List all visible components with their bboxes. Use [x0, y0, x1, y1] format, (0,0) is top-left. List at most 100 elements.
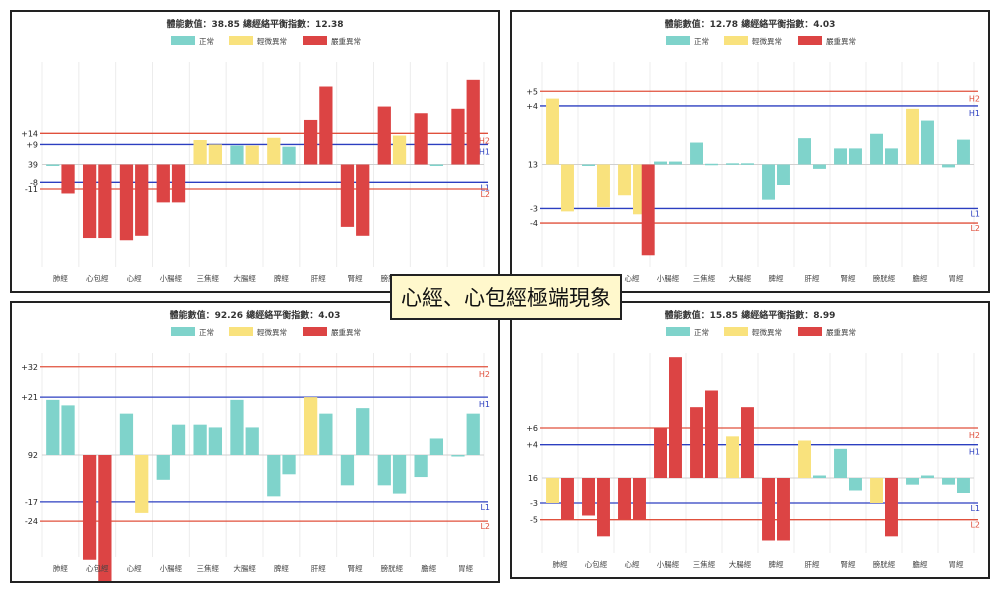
- ref-tick-label: -24: [25, 517, 38, 526]
- bar: [340, 455, 355, 486]
- ref-name-label: L1: [970, 209, 980, 218]
- bar: [726, 163, 739, 165]
- category-label: 小腸經: [160, 273, 183, 283]
- category-label: 肝經: [311, 273, 326, 283]
- category-label: 肝經: [311, 563, 326, 573]
- bar: [561, 478, 574, 520]
- bar: [942, 164, 955, 168]
- bar: [267, 455, 281, 497]
- bar: [957, 139, 970, 165]
- bar: [690, 407, 703, 478]
- bar: [356, 164, 370, 236]
- bar: [46, 399, 60, 455]
- legend-swatch: [724, 327, 748, 336]
- bar: [193, 139, 207, 165]
- category-label: 膀胱經: [873, 559, 896, 569]
- bar: [208, 427, 223, 455]
- bar: [135, 164, 149, 236]
- bar: [319, 86, 333, 165]
- category-label: 心經: [625, 559, 640, 569]
- ref-name-label: L1: [970, 504, 980, 513]
- category-label: 三焦經: [197, 273, 220, 283]
- ref-name-label: L2: [480, 190, 490, 199]
- bar: [451, 455, 465, 457]
- bar: [885, 148, 898, 165]
- category-label: 心包經: [86, 563, 109, 573]
- category-label: 小腸經: [160, 563, 183, 573]
- category-label: 肺經: [53, 273, 68, 283]
- bar: [705, 163, 718, 166]
- legend-label: 正常: [199, 37, 214, 46]
- bar: [156, 455, 170, 480]
- bar: [669, 161, 682, 165]
- bar: [885, 478, 898, 537]
- bar: [906, 478, 919, 485]
- bar: [597, 478, 610, 537]
- bar: [319, 413, 333, 455]
- bar: [98, 164, 112, 239]
- category-label: 胃經: [949, 559, 964, 569]
- ref-name-label: H2: [969, 431, 980, 440]
- bar: [813, 164, 826, 169]
- legend-label: 嚴重異常: [826, 37, 856, 46]
- bar: [942, 478, 955, 485]
- ref-name-label: L2: [970, 521, 980, 530]
- chart-title: 體能數值：92.26 總經絡平衡指數：4.03: [170, 309, 341, 321]
- ref-tick-label: +5: [526, 87, 538, 96]
- category-label: 脾經: [274, 563, 289, 573]
- chart-svg-1: 體能數值：38.85 總經絡平衡指數：12.38 正常 輕微異常 嚴重異常 39 +14 H…: [21, 18, 490, 283]
- bar: [654, 428, 667, 478]
- bar: [741, 163, 754, 165]
- bar: [46, 164, 60, 166]
- ref-tick-label: +14: [21, 129, 38, 138]
- category-label: 心經: [625, 273, 640, 283]
- bar: [921, 475, 934, 478]
- category-label: 小腸經: [657, 273, 680, 283]
- bar: [98, 455, 112, 581]
- bar: [777, 164, 790, 185]
- chart-panel-3: 體能數值：92.26 總經絡平衡指數：4.03 正常 輕微異常 嚴重異常 92 +32 H2…: [10, 301, 500, 583]
- ref-tick-label: +6: [526, 424, 538, 433]
- category-label: 三焦經: [693, 559, 716, 569]
- category-label: 肝經: [805, 273, 820, 283]
- bar: [193, 424, 207, 455]
- ref-name-label: H2: [479, 136, 490, 145]
- bar: [921, 120, 934, 165]
- legend-label: 正常: [199, 328, 214, 337]
- legend-label: 正常: [694, 328, 709, 337]
- category-label: 大腸經: [729, 559, 752, 569]
- center-label: 39: [28, 161, 38, 170]
- legend-label: 正常: [694, 37, 709, 46]
- bar: [849, 148, 862, 165]
- ref-name-label: H1: [969, 109, 980, 118]
- legend-swatch: [171, 327, 195, 336]
- legend-swatch: [229, 327, 253, 336]
- bar: [762, 164, 775, 200]
- bar: [267, 137, 281, 165]
- category-label: 胃經: [949, 273, 964, 283]
- legend-swatch: [798, 36, 822, 45]
- bar: [303, 119, 318, 165]
- ref-tick-label: -5: [530, 516, 538, 525]
- bar: [392, 135, 407, 165]
- bar: [340, 164, 355, 227]
- chart-svg-3: 體能數值：92.26 總經絡平衡指數：4.03 正常 輕微異常 嚴重異常 92 +32 H2…: [21, 309, 490, 581]
- legend-label: 嚴重異常: [826, 328, 856, 337]
- legend-swatch: [798, 327, 822, 336]
- ref-tick-label: -17: [25, 498, 38, 507]
- bar: [582, 164, 595, 166]
- bar: [356, 408, 370, 455]
- chart-title: 體能數值：12.78 總經絡平衡指數：4.03: [665, 18, 836, 30]
- bar: [61, 405, 75, 455]
- ref-tick-label: +4: [526, 441, 538, 450]
- bar: [762, 478, 775, 541]
- bar: [741, 407, 754, 478]
- category-label: 心包經: [585, 559, 608, 569]
- category-label: 肺經: [553, 559, 568, 569]
- legend-swatch: [303, 327, 327, 336]
- bar: [834, 448, 847, 478]
- chart-title: 體能數值：38.85 總經絡平衡指數：12.38: [166, 18, 343, 30]
- bar: [726, 436, 739, 478]
- center-label: 92: [28, 451, 38, 460]
- legend-label: 輕微異常: [752, 36, 782, 46]
